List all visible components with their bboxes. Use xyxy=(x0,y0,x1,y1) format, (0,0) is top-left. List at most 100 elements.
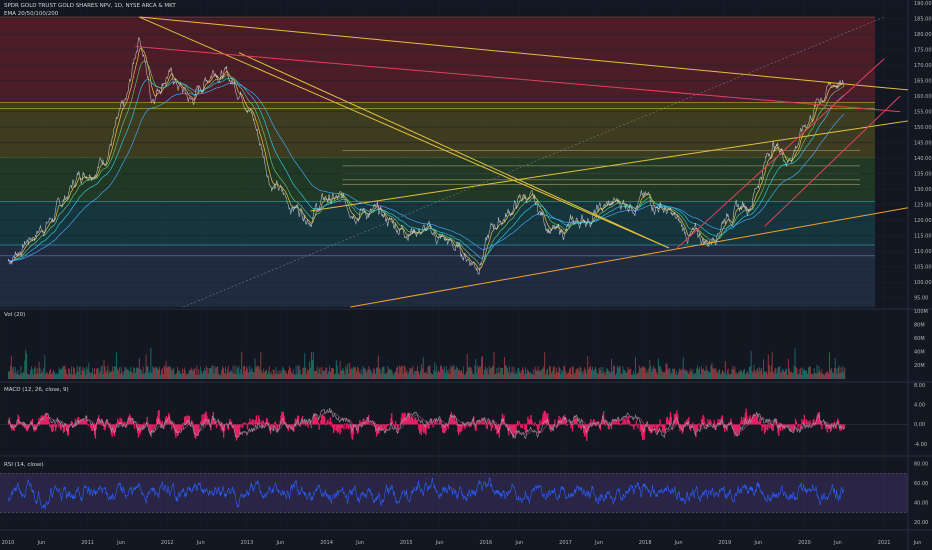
macd-histogram-bar xyxy=(38,418,40,425)
macd-histogram-bar xyxy=(448,423,450,425)
volume-bar xyxy=(488,366,490,379)
macd-histogram-bar xyxy=(705,424,707,427)
macd-histogram-bar xyxy=(438,418,441,425)
volume-bar xyxy=(604,374,606,379)
volume-bar xyxy=(749,366,751,379)
macd-histogram-bar xyxy=(287,424,289,432)
macd-histogram-bar xyxy=(677,421,680,425)
macd-histogram-bar xyxy=(416,419,418,425)
trend-line[interactable] xyxy=(676,58,885,249)
trend-line[interactable] xyxy=(310,120,909,212)
volume-bar xyxy=(32,374,34,379)
macd-pane[interactable]: 8.004.000.00-4.00 xyxy=(0,383,927,448)
volume-bar xyxy=(249,371,251,379)
volume-bar xyxy=(647,372,649,379)
fib-zone xyxy=(0,102,875,159)
ema-indicator-label[interactable]: EMA 20/50/100/200 xyxy=(4,11,59,17)
volume-bar xyxy=(275,366,277,379)
volume-bar xyxy=(490,368,492,379)
volume-bar xyxy=(562,371,564,379)
macd-histogram-bar xyxy=(378,424,380,434)
macd-pane-label[interactable]: MACD (12, 26, close, 9) xyxy=(4,387,69,393)
volume-bar xyxy=(294,374,296,379)
volume-bar xyxy=(756,370,758,379)
macd-histogram-bar xyxy=(203,414,206,425)
volume-bar xyxy=(382,366,384,379)
macd-histogram-bar xyxy=(234,424,237,438)
volume-bar xyxy=(263,368,265,379)
macd-histogram-bar xyxy=(333,424,336,431)
macd-histogram-bar xyxy=(290,424,293,430)
volume-bar xyxy=(353,367,355,379)
volume-pane-label[interactable]: Vol (20) xyxy=(4,312,26,318)
volume-bar xyxy=(700,366,702,379)
macd-histogram-bar xyxy=(50,424,52,428)
volume-bar xyxy=(57,373,59,379)
trend-line[interactable] xyxy=(139,16,909,91)
macd-histogram-bar xyxy=(70,420,73,425)
volume-bar xyxy=(728,374,730,379)
volume-bar xyxy=(722,371,724,379)
macd-histogram-bar xyxy=(541,418,543,425)
macd-histogram-bar xyxy=(400,417,402,425)
macd-histogram-bar xyxy=(700,419,703,425)
macd-histogram-bar xyxy=(720,417,723,425)
volume-bar xyxy=(824,374,826,379)
macd-histogram-bar xyxy=(87,424,89,427)
volume-bar xyxy=(170,368,172,379)
volume-bar xyxy=(773,373,775,379)
macd-histogram-bar xyxy=(504,424,507,427)
rsi-line[interactable] xyxy=(7,477,845,510)
volume-bar xyxy=(842,365,844,379)
trend-line[interactable] xyxy=(764,95,901,227)
rsi-pane-label[interactable]: RSI (14, close) xyxy=(4,462,44,468)
trend-line[interactable] xyxy=(350,207,909,308)
macd-histogram-bar xyxy=(728,422,731,425)
macd-signal-line[interactable] xyxy=(7,411,845,436)
volume-bar xyxy=(176,372,178,379)
price-series[interactable] xyxy=(7,36,845,275)
macd-histogram-bar xyxy=(327,419,329,425)
price-tick-label: 145.00 xyxy=(914,140,932,146)
volume-bar xyxy=(115,352,117,379)
volume-bar xyxy=(168,367,170,379)
volume-bar xyxy=(201,373,203,379)
macd-histogram-bar xyxy=(731,424,734,430)
macd-histogram-bar xyxy=(66,424,69,436)
trend-line[interactable] xyxy=(139,16,670,249)
volume-bar xyxy=(599,369,601,379)
volume-bar xyxy=(763,371,765,379)
price-tick-label: 185.00 xyxy=(914,16,932,22)
macd-histogram-bar xyxy=(270,424,273,427)
volume-bar xyxy=(374,369,376,379)
volume-bar xyxy=(514,374,516,379)
macd-histogram-bar xyxy=(277,424,279,432)
price-pane[interactable]: 190.00185.00180.00175.00170.00165.00160.… xyxy=(0,1,932,308)
macd-histogram-bar xyxy=(84,419,86,425)
volume-bar xyxy=(663,372,665,379)
time-axis[interactable]: 2010 Jun 2011 Jun 2012 Jun 2013 Jun 2014 Jun 2015 J… xyxy=(2,540,922,546)
macd-histogram-bar xyxy=(725,424,727,429)
volume-bar xyxy=(440,365,442,379)
volume-bar xyxy=(453,364,455,379)
macd-line[interactable] xyxy=(7,407,845,440)
macd-histogram-bar xyxy=(182,422,184,425)
macd-histogram-bar xyxy=(303,422,305,425)
macd-histogram-bar xyxy=(609,424,611,426)
macd-histogram-bar xyxy=(61,424,63,426)
volume-bar xyxy=(235,373,237,379)
time-tick-label: 2020 xyxy=(798,540,811,546)
macd-histogram-bar xyxy=(827,424,829,429)
trend-line[interactable] xyxy=(135,46,901,113)
volume-bar xyxy=(653,365,655,379)
fib-zone xyxy=(0,17,875,103)
trend-line[interactable] xyxy=(238,52,670,249)
volume-bar xyxy=(525,367,527,379)
macd-histogram-bar xyxy=(305,424,307,427)
volume-bar xyxy=(338,374,340,379)
trend-line[interactable] xyxy=(183,16,885,308)
macd-histogram-bar xyxy=(104,424,106,431)
